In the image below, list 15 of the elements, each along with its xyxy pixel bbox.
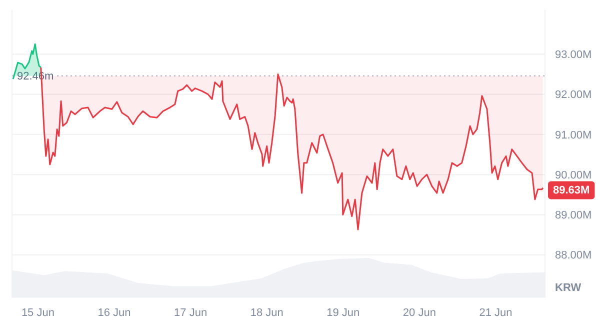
x-tick-label: 20 Jun — [402, 307, 436, 319]
y-axis-title: KRW — [555, 282, 582, 294]
x-tick-label: 21 Jun — [479, 307, 512, 319]
x-tick-label: 19 Jun — [326, 307, 360, 319]
x-tick-label: 16 Jun — [98, 307, 131, 319]
x-tick-label: 17 Jun — [174, 307, 208, 319]
y-tick-label: 89.00M — [555, 210, 592, 222]
y-tick-label: 93.00M — [555, 49, 592, 62]
y-tick-label: 92.00M — [555, 89, 592, 102]
y-tick-label: 91.00M — [555, 129, 592, 142]
x-tick-label: 15 Jun — [21, 307, 54, 319]
y-tick-label: 90.00M — [555, 169, 592, 182]
y-tick-label: 88.00M — [555, 250, 592, 262]
annotation: 89.63M — [553, 184, 590, 196]
x-tick-label: 18 Jun — [250, 307, 284, 319]
